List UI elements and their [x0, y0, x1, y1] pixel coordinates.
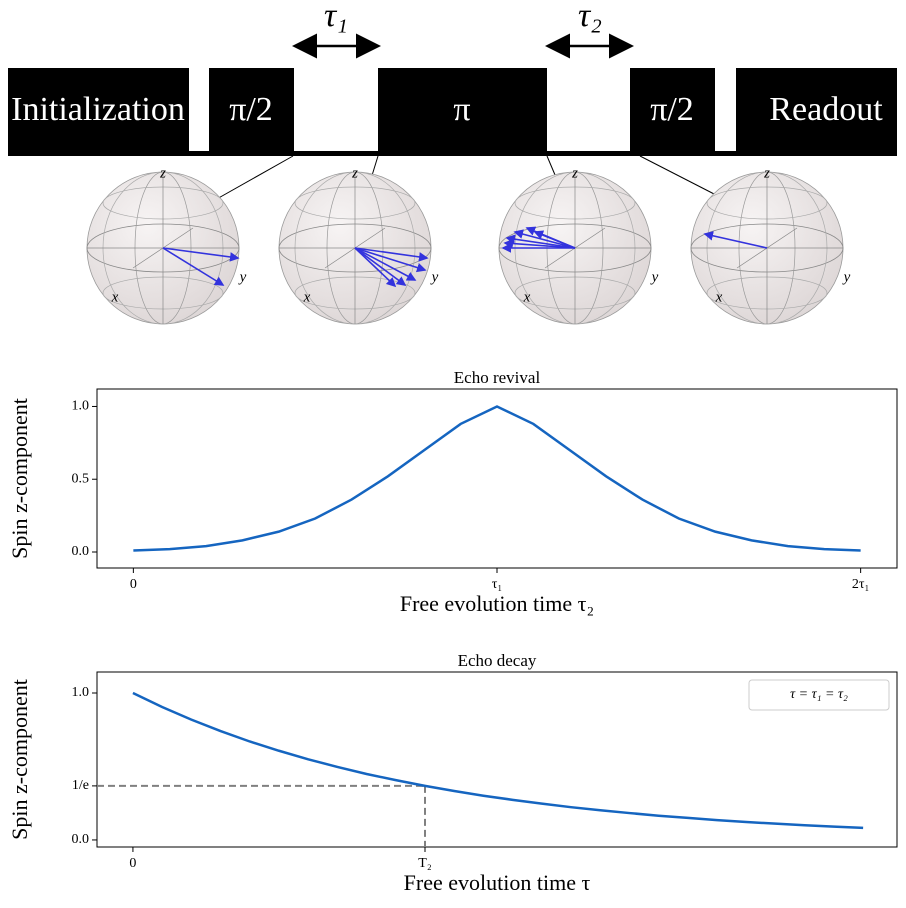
- connector: [639, 155, 719, 197]
- spin-vector: [703, 231, 768, 249]
- pulse-block: [736, 68, 897, 156]
- pulse-block: [378, 68, 547, 156]
- sphere-axis-label: z: [571, 165, 578, 181]
- pulse-label: π: [453, 91, 470, 128]
- sphere-axis-label: x: [715, 289, 723, 305]
- chart: Echo revival Free evolution time τ₂ Spin z…: [7, 368, 898, 616]
- spin-vector: [503, 238, 576, 249]
- sphere-axis-label: y: [842, 269, 851, 285]
- spin-vector: [354, 247, 427, 273]
- pulse-label: π/2: [229, 91, 273, 128]
- sphere-axis-label: x: [523, 289, 531, 305]
- chart-title: Echo decay: [458, 651, 537, 670]
- sphere-axis-label: z: [763, 165, 770, 181]
- x-tick-label: 0: [130, 577, 137, 592]
- y-tick-label: 0.0: [72, 544, 90, 559]
- plot-frame: [96, 388, 898, 569]
- x-tick-label: 2τ₁: [852, 577, 870, 592]
- y-axis-label: Spin z-component: [7, 398, 32, 559]
- sphere-axis-label: z: [159, 165, 166, 181]
- x-axis-label: Free evolution time τ: [404, 870, 591, 895]
- spin-vector: [505, 234, 576, 249]
- delay-label: τ₂: [578, 0, 602, 34]
- plot-frame: [96, 671, 898, 848]
- x-tick-label: 0: [129, 856, 136, 871]
- x-tick-label: τ₁: [492, 577, 503, 592]
- delay-label: τ₁: [324, 0, 348, 34]
- spin-vector: [354, 247, 397, 288]
- x-tick-label: T₂: [418, 856, 432, 871]
- sphere-axis-label: z: [351, 165, 358, 181]
- pulse-label: Readout: [769, 91, 883, 128]
- legend-box: [748, 679, 890, 711]
- pulse-sequence: Initialization π/2 π π/2 Readout τ₁ τ₂: [8, 0, 897, 201]
- sphere-axis-label: y: [238, 269, 247, 285]
- spin-vector: [354, 247, 429, 262]
- y-axis-label: Spin z-component: [7, 679, 32, 840]
- connector: [214, 155, 294, 201]
- pulse-block: [630, 68, 715, 156]
- y-tick-label: 0.5: [72, 471, 90, 486]
- pulse-label: π/2: [650, 91, 694, 128]
- sphere-axis-label: x: [111, 289, 119, 305]
- legend-entry: τ = τ₁ = τ₂: [790, 687, 848, 702]
- sphere-axis-label: y: [650, 269, 659, 285]
- y-tick-label: 1.0: [72, 399, 90, 414]
- data-line: [133, 405, 861, 552]
- chart: Echo decay Free evolution time τ Spin z-co…: [7, 651, 898, 895]
- sphere-axis-label: x: [303, 289, 311, 305]
- spin-vector: [513, 229, 576, 249]
- pulse-block: [8, 68, 189, 156]
- spin-vector: [354, 247, 417, 281]
- sphere-axis-label: y: [430, 269, 439, 285]
- spin-vector: [533, 230, 576, 249]
- bloch-spheres: x y z x y z x y z x y z: [86, 165, 851, 325]
- pulse-block: [209, 68, 294, 156]
- x-axis-label: Free evolution time τ₂: [400, 591, 594, 616]
- data-line: [132, 691, 864, 830]
- pulse-label: Initialization: [11, 91, 185, 128]
- y-tick-label: 1.0: [72, 685, 90, 700]
- spin-vector: [162, 247, 225, 286]
- y-tick-label: 0.0: [72, 832, 90, 847]
- chart-title: Echo revival: [454, 368, 541, 387]
- y-tick-label: 1/e: [72, 778, 89, 793]
- spin-vector: [162, 247, 240, 262]
- spin-vector: [354, 247, 407, 286]
